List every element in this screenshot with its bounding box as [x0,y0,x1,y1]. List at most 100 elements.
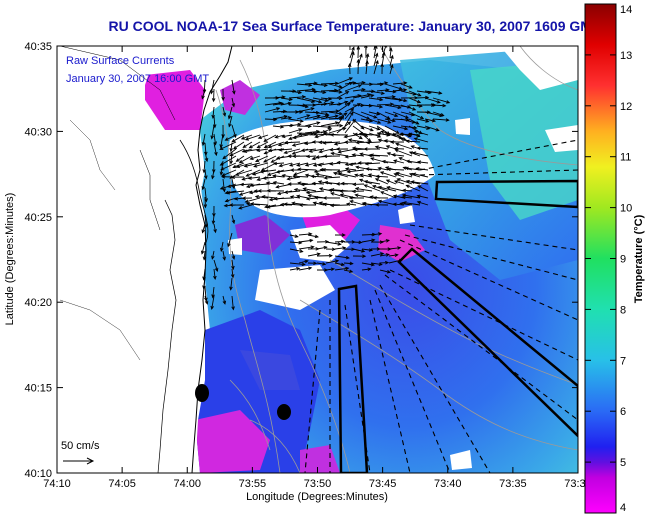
scale-arrow [63,457,95,465]
current-vector [336,115,345,127]
current-vector [231,124,237,139]
current-vector [272,180,285,185]
current-vector [395,142,413,150]
current-vector [291,154,309,159]
current-vector [354,187,373,192]
colorbar-tick-label: 10 [620,203,632,215]
current-vector [323,154,341,159]
current-vector [231,178,236,190]
current-vector [280,101,292,106]
current-vector [257,134,269,140]
current-vector [202,250,207,261]
current-vector [343,140,357,144]
current-vector [368,90,386,95]
y-tick-label: 40:30 [24,126,52,138]
current-vector [336,121,352,134]
current-vector [266,169,285,176]
sst-map-panel [57,46,578,473]
colorbar-tick-label: 8 [620,304,626,316]
current-vector [221,88,225,102]
current-vector [231,295,235,311]
current-vector [293,187,309,192]
overlay-timestamp: January 30, 2007 16:00 GMT [66,73,209,85]
scale-label: 50 cm/s [61,440,100,452]
current-vector [249,183,269,188]
current-vector [388,258,404,264]
y-axis-ticks: 40:35 40:30 40:25 40:20 40:15 40:10 [24,41,578,480]
current-vector [379,171,397,178]
current-vector [201,223,206,234]
current-vector [219,160,224,176]
current-vector [275,169,293,174]
current-vector [211,250,215,260]
current-vector [281,134,293,139]
current-vector [413,130,429,136]
current-vector [379,239,391,243]
current-vector [369,153,389,157]
current-vector [377,185,397,192]
current-vector [402,201,421,206]
current-vector [219,133,224,149]
current-vector [211,214,216,225]
current-vector [330,192,349,199]
current-vector [320,101,335,106]
current-vector [305,154,317,159]
y-tick-label: 40:25 [24,212,52,224]
current-vector [328,83,343,89]
current-vector [311,181,325,186]
current-vector [405,139,421,144]
cold-water-patch [145,70,205,130]
current-vector [361,267,372,272]
current-vector [320,121,340,127]
y-tick-label: 40:15 [24,383,52,395]
current-vector [400,104,417,111]
current-vector [322,196,341,200]
y-tick-label: 40:35 [24,41,52,53]
current-vector [283,140,301,145]
current-vector [280,97,293,102]
current-vector [344,103,362,113]
current-vector [231,250,236,260]
current-vector [361,238,376,243]
current-vector [334,233,346,237]
current-vector [336,81,354,92]
current-vector [222,148,237,160]
current-vector [412,151,429,157]
current-vector [343,269,354,273]
current-vector [351,189,365,194]
current-vector [289,168,301,172]
current-vector [336,169,349,174]
current-vector [289,267,301,271]
current-vector [241,196,253,200]
current-vector [408,97,422,104]
current-vector [336,77,354,85]
current-vector [336,91,350,99]
current-vector [413,137,429,143]
current-vector [379,253,390,257]
current-vector [266,188,285,193]
current-vector [373,52,379,67]
current-vector [330,151,349,157]
current-vector [238,204,253,210]
current-vector [349,46,355,59]
current-vector [368,104,384,109]
current-vector [389,46,391,51]
x-tick-label: 73:35 [499,478,527,490]
current-vector [370,247,381,251]
current-vector [344,84,362,92]
current-vector [288,95,307,99]
current-vector [321,167,341,172]
current-vector [261,194,277,199]
current-vector [283,202,301,206]
current-vector [296,97,316,104]
current-vector [278,148,293,152]
current-vector [396,178,413,185]
current-vector [401,188,413,193]
current-vector [248,141,261,149]
current-vector [316,245,328,250]
surface-current-vectors [200,46,451,311]
current-vector [388,246,402,250]
current-vector [296,87,316,92]
current-vector [328,96,343,101]
